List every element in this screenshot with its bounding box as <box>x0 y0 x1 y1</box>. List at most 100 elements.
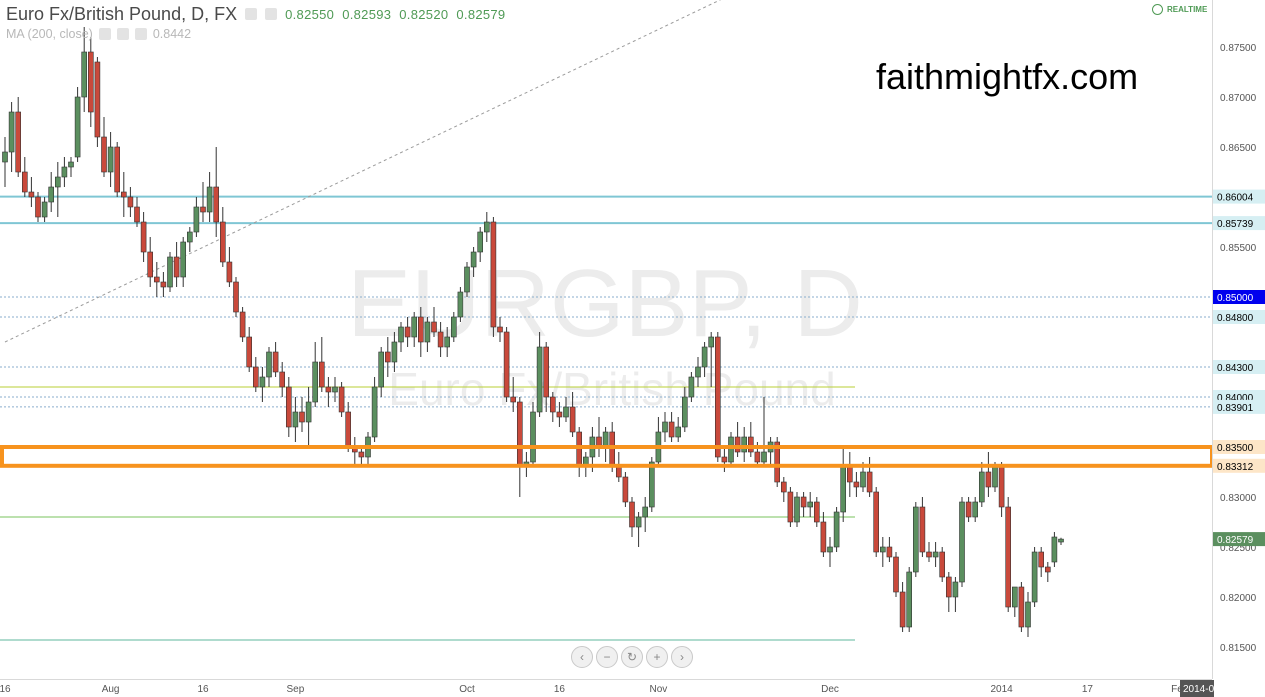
candle-body <box>457 291 464 318</box>
time-tick-label: 2014 <box>990 684 1013 695</box>
time-tick-label: 16 <box>554 684 566 695</box>
candle-body <box>932 551 939 558</box>
last-price-bg <box>1213 532 1265 547</box>
level-label: 0.86004 <box>1217 193 1254 204</box>
candle-body <box>424 321 431 343</box>
candle-body <box>959 501 965 583</box>
candle-body <box>213 186 219 223</box>
candle-body <box>114 146 120 193</box>
settings-icon[interactable] <box>116 28 129 40</box>
candle-body <box>470 251 477 268</box>
candle-body <box>285 386 292 428</box>
candle-body <box>741 436 748 453</box>
candle-body <box>497 326 503 333</box>
candle-body <box>121 191 127 198</box>
candle-body <box>332 386 338 393</box>
candle-body <box>15 111 21 173</box>
candle-body <box>127 196 134 208</box>
navigation-buttons: ‹ − ↻ + › <box>567 645 697 669</box>
last-price-label: 0.82579 <box>1217 535 1254 546</box>
candle-body <box>893 556 899 593</box>
candle-body <box>61 166 68 178</box>
candle-body <box>140 221 147 253</box>
candle-body <box>998 466 1005 508</box>
candle-body <box>101 136 107 173</box>
candle-body <box>615 466 622 478</box>
open-value: 0.82550 <box>285 6 335 22</box>
candle-body <box>318 361 325 388</box>
level-label-bg <box>1213 189 1265 204</box>
time-tick-label: 2014-0 <box>1183 684 1215 695</box>
candle-body <box>398 326 404 343</box>
candle-body <box>688 376 695 398</box>
reset-icon[interactable]: ↻ <box>621 646 643 668</box>
candle-body <box>754 451 761 463</box>
candle-body <box>576 431 583 468</box>
candle-body <box>879 546 886 553</box>
price-tick-label: 0.87000 <box>1220 93 1257 104</box>
candle-body <box>912 506 919 573</box>
candle-body <box>200 206 206 213</box>
candle-body <box>681 396 688 428</box>
candle-body <box>88 51 94 113</box>
chevron-right-icon[interactable]: › <box>671 646 693 668</box>
candle-body <box>1011 586 1018 608</box>
candle-body <box>906 571 913 628</box>
price-tick-label: 0.82000 <box>1220 593 1257 604</box>
candle-body <box>325 386 332 393</box>
candle-body <box>807 501 814 508</box>
candle-body <box>167 256 173 288</box>
candle-body <box>827 546 833 553</box>
candle-body <box>68 161 74 168</box>
candle-body <box>266 351 272 378</box>
close-icon[interactable] <box>134 28 147 40</box>
candle-body <box>2 151 8 163</box>
candle-body <box>1018 586 1025 628</box>
candle-body <box>411 316 418 338</box>
candle-body <box>292 411 299 428</box>
candle-body <box>939 551 946 578</box>
candle-body <box>437 331 444 348</box>
candle-body <box>391 341 398 363</box>
candle-body <box>510 396 517 403</box>
candle-body <box>444 336 451 348</box>
candle-body <box>48 186 55 203</box>
candle-body <box>919 506 926 553</box>
level-label: 0.83901 <box>1217 403 1254 414</box>
candle-body <box>272 351 279 373</box>
candle-body <box>74 96 81 158</box>
candle-body <box>1058 538 1064 543</box>
candle-body <box>1051 536 1058 563</box>
chevron-left-icon[interactable]: ‹ <box>571 646 593 668</box>
candle-body <box>464 266 470 293</box>
candle-body <box>279 371 286 388</box>
eye-icon[interactable] <box>245 8 258 20</box>
candle-body <box>873 491 880 553</box>
candle-body <box>28 191 35 198</box>
candle-body <box>992 466 998 488</box>
candle-body <box>226 261 233 283</box>
level-label-bg <box>1213 440 1265 454</box>
ma-value: 0.8442 <box>152 27 192 41</box>
close-value: 0.82579 <box>456 6 506 22</box>
candle-body <box>404 326 411 338</box>
candle-body <box>675 426 682 438</box>
candle-body <box>94 61 101 138</box>
candle-body <box>642 506 649 518</box>
zoom-out-icon[interactable]: − <box>596 646 618 668</box>
orange-zone <box>0 445 1214 468</box>
candle-body <box>134 206 140 223</box>
candle-body <box>563 406 569 418</box>
zoom-in-icon[interactable]: + <box>646 646 668 668</box>
clock-icon <box>1152 4 1163 15</box>
realtime-badge: REALTIME <box>1152 4 1207 15</box>
candle-body <box>714 336 721 458</box>
ma-label: MA (200, close) <box>6 27 93 41</box>
low-value: 0.82520 <box>399 6 449 22</box>
eye-icon[interactable] <box>98 28 111 40</box>
candle-body <box>483 221 490 233</box>
settings-icon[interactable] <box>265 8 278 20</box>
candle-body <box>220 221 226 263</box>
candle-body <box>629 501 635 528</box>
